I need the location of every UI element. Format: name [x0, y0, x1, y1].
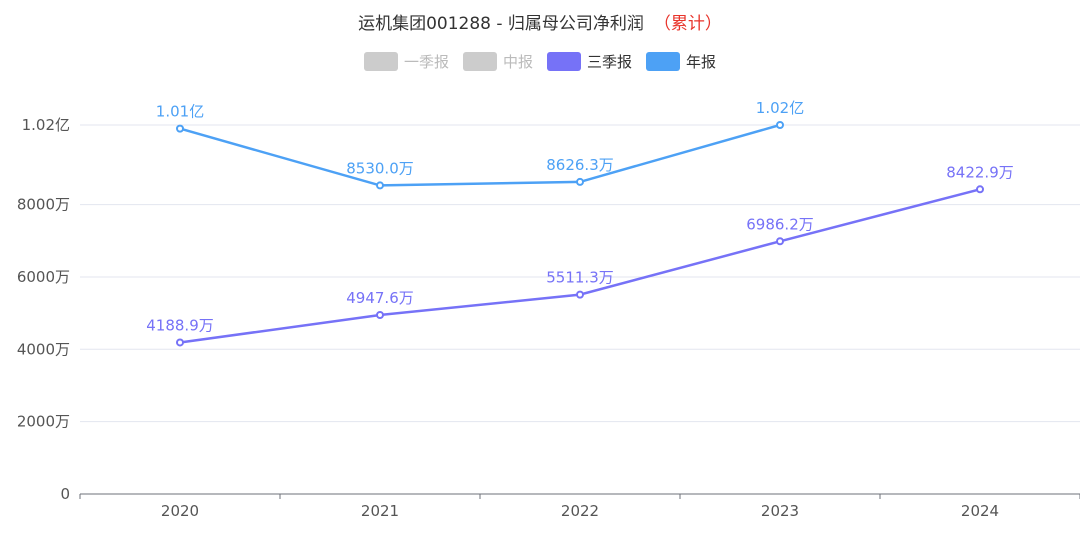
- legend-item-annual[interactable]: 年报: [646, 51, 716, 72]
- legend-swatch-annual: [646, 52, 681, 71]
- legend-label-annual: 年报: [686, 53, 717, 71]
- legend-swatch-half: [462, 52, 497, 71]
- legend-swatch-q3: [547, 52, 581, 71]
- legend-item-q3[interactable]: 三季报: [547, 51, 632, 72]
- y-tick-label: 2000万: [17, 413, 70, 431]
- data-label: 8626.3万: [546, 156, 614, 174]
- data-label: 5511.3万: [546, 269, 614, 287]
- data-point: [776, 237, 784, 246]
- data-point: [176, 124, 184, 133]
- y-tick-label: 4000万: [17, 340, 70, 358]
- x-tick-label: 2024: [961, 502, 999, 520]
- data-label: 4188.9万: [146, 316, 214, 334]
- data-label: 8530.0万: [346, 159, 414, 177]
- x-tick-label: 2022: [561, 502, 599, 520]
- legend-item-half[interactable]: 中报: [462, 51, 533, 72]
- chart-title-accum: （累计）: [653, 14, 722, 34]
- y-tick-label: 6000万: [17, 268, 70, 286]
- x-tick-label: 2020: [161, 502, 199, 520]
- data-point: [376, 311, 384, 320]
- x-tick-label: 2023: [761, 502, 799, 520]
- data-point: [376, 181, 384, 190]
- data-label: 8422.9万: [946, 163, 1014, 181]
- data-label: 6986.2万: [746, 215, 814, 233]
- y-tick-label: 1.02亿: [22, 116, 70, 134]
- data-point: [776, 121, 784, 129]
- legend-item-q1[interactable]: 一季报: [363, 51, 449, 72]
- y-tick-label: 8000万: [17, 196, 70, 214]
- data-point: [576, 177, 584, 186]
- chart-title: 运机集团001288 - 归属母公司净利润 （累计）: [0, 9, 1080, 34]
- series-line-annual: [179, 123, 781, 187]
- legend-label-q3: 三季报: [587, 53, 633, 71]
- data-label: 1.01亿: [156, 103, 204, 121]
- legend-swatch-q1: [363, 52, 398, 71]
- chart-title-main: 运机集团001288 - 归属母公司净利润: [358, 14, 644, 34]
- data-point: [576, 290, 584, 299]
- data-label: 4947.6万: [346, 289, 414, 307]
- data-point: [176, 338, 184, 347]
- series-line-q3: [179, 188, 981, 344]
- x-tick-label: 2021: [361, 502, 399, 520]
- data-point: [976, 185, 984, 194]
- legend-label-q1: 一季报: [403, 53, 449, 71]
- data-label: 1.02亿: [756, 99, 804, 117]
- legend-label-half: 中报: [502, 53, 533, 71]
- legend: 一季报 中报 三季报 年报: [0, 51, 1080, 72]
- y-tick-label: 0: [60, 485, 70, 503]
